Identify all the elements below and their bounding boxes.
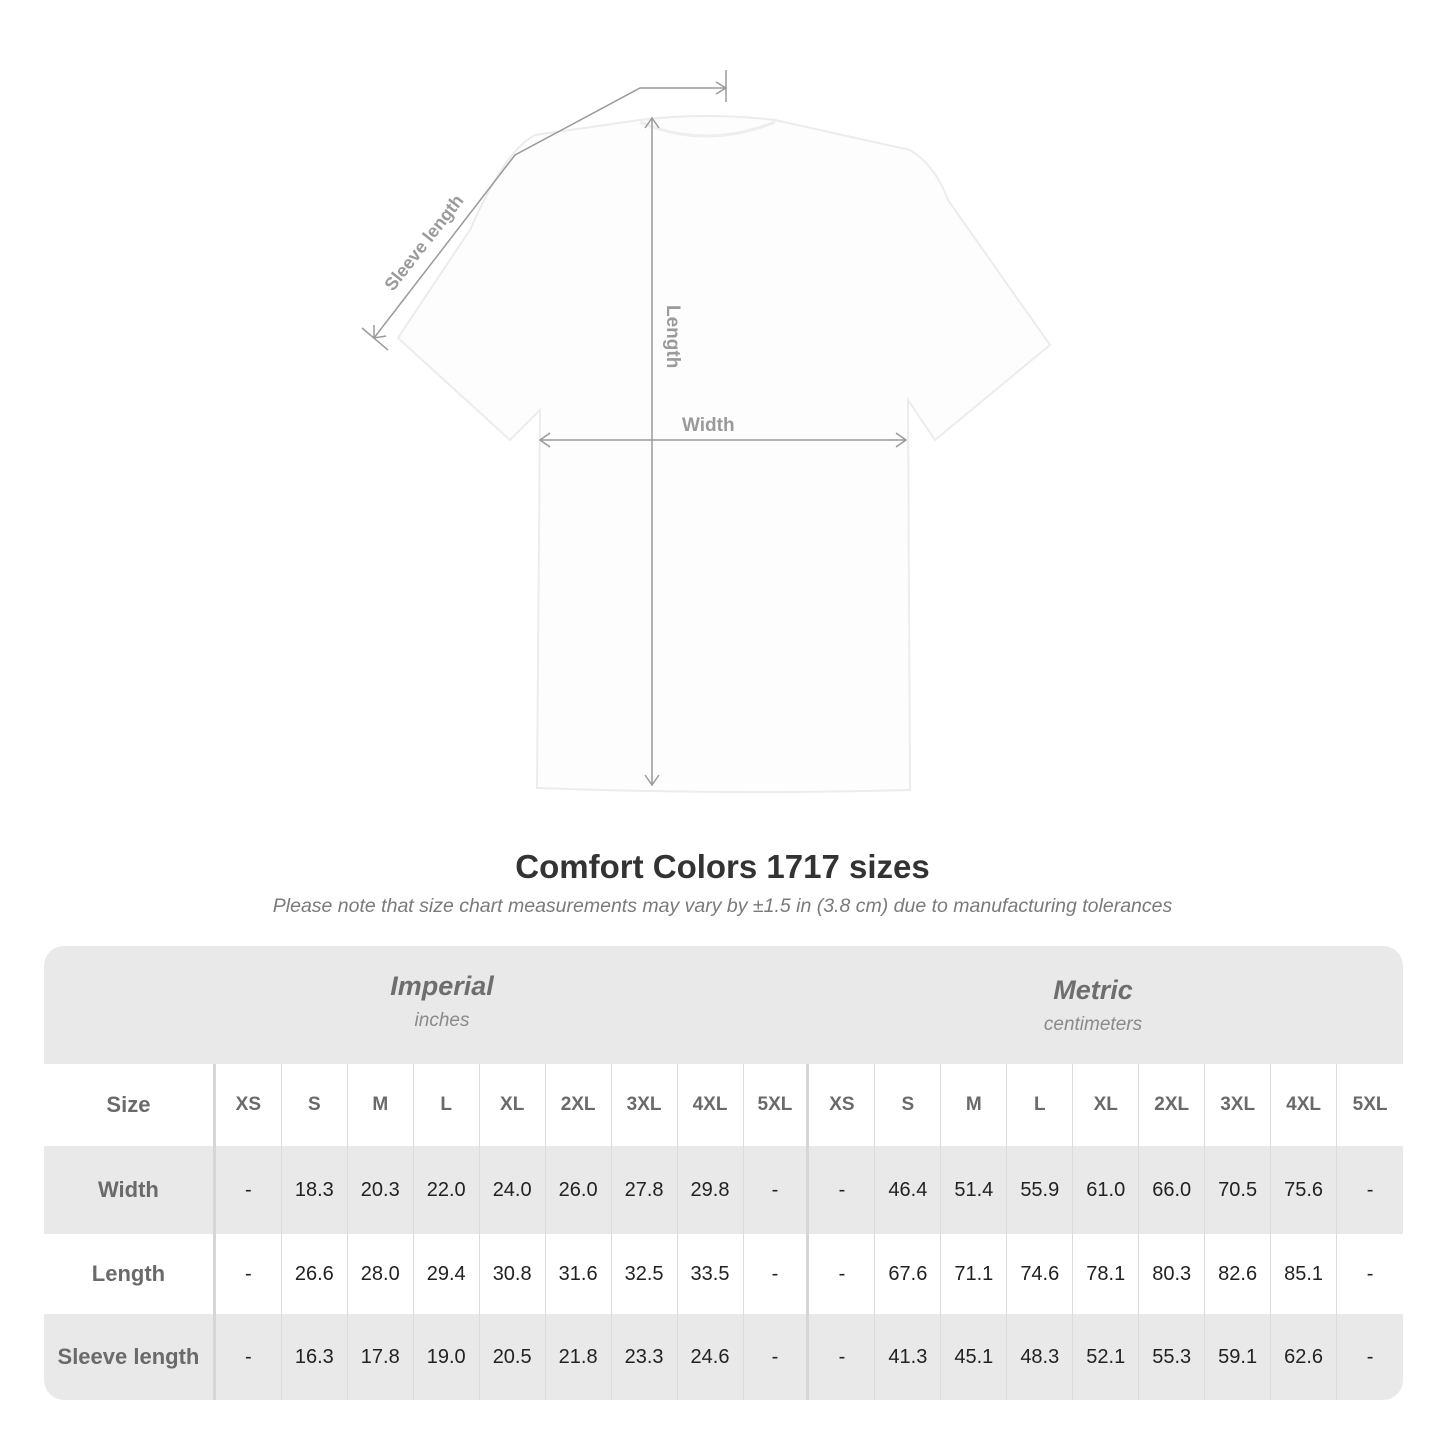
metric-value-cell: 41.3 xyxy=(875,1314,942,1400)
size-header-cell: 5XL xyxy=(1352,1094,1388,1115)
imperial-value-cell: 26.6 xyxy=(282,1234,348,1314)
imperial-value-cell: 33.5 xyxy=(678,1234,744,1314)
metric-value-cell: 51.4 xyxy=(941,1146,1008,1234)
imperial-value-cell: - xyxy=(744,1234,810,1314)
imperial-value-cell: 23.3 xyxy=(612,1314,678,1400)
imperial-value-cell: 22.0 xyxy=(414,1146,480,1234)
imperial-value-cell: - xyxy=(744,1314,810,1400)
metric-value-cell: 75.6 xyxy=(1271,1146,1338,1234)
imperial-value-cell: 28.0 xyxy=(348,1234,414,1314)
metric-value-cell: 45.1 xyxy=(941,1314,1008,1400)
imperial-value-cell: 29.8 xyxy=(678,1146,744,1234)
metric-title: Metric xyxy=(1053,975,1133,1005)
imperial-value-cell: 19.0 xyxy=(414,1314,480,1400)
metric-value-cell: 55.3 xyxy=(1139,1314,1206,1400)
imperial-value-cell: 29.4 xyxy=(414,1234,480,1314)
metric-value-cell: 61.0 xyxy=(1073,1146,1140,1234)
metric-value-cell: - xyxy=(1366,1262,1374,1285)
row-label: Width xyxy=(44,1146,216,1234)
row-label: Size xyxy=(44,1064,216,1146)
size-header-cell: 3XL xyxy=(1205,1064,1272,1146)
imperial-unit: inches xyxy=(414,1010,470,1031)
size-header-cell: L xyxy=(414,1064,480,1146)
size-header-cell: 2XL xyxy=(1139,1064,1206,1146)
imperial-value-cell: 24.0 xyxy=(480,1146,546,1234)
metric-value-cell: 67.6 xyxy=(875,1234,942,1314)
imperial-value-cell: 21.8 xyxy=(546,1314,612,1400)
imperial-value-cell: 16.3 xyxy=(282,1314,348,1400)
size-header-cell: M xyxy=(348,1064,414,1146)
metric-value-cell: 80.3 xyxy=(1139,1234,1206,1314)
size-header-cell: M xyxy=(941,1064,1008,1146)
size-header-row: Size XS S M L XL 2XL 3XL 4XL 5XL XS S M L XL 2XL 3XL 4XL 5… xyxy=(44,1064,1403,1146)
tolerance-note: Please note that size chart measurements… xyxy=(272,895,1173,917)
imperial-value-cell: - xyxy=(744,1146,810,1234)
metric-value-cell: 74.6 xyxy=(1007,1234,1074,1314)
table-row: Width -18.3 20.3 22.0 24.0 26.0 27.8 29.8- -46.4… xyxy=(44,1146,1403,1234)
size-header-cell: S xyxy=(282,1064,348,1146)
tshirt-shape xyxy=(396,115,1052,794)
metric-value-cell: 66.0 xyxy=(1139,1146,1206,1234)
row-label: Length xyxy=(44,1234,216,1314)
width-label: Width xyxy=(682,415,735,436)
table-row: Sleeve length -16.3 17.8 19.0 20.5 21.8 23.3 24… xyxy=(44,1314,1403,1400)
metric-value-cell: - xyxy=(809,1234,876,1314)
metric-value-cell: - xyxy=(1366,1345,1374,1368)
size-header-cell: 4XL xyxy=(1271,1064,1338,1146)
size-header-cell: L xyxy=(1007,1064,1074,1146)
imperial-value-cell: 24.6 xyxy=(678,1314,744,1400)
metric-value-cell: 78.1 xyxy=(1073,1234,1140,1314)
metric-value-cell: 85.1 xyxy=(1271,1234,1338,1314)
imperial-value-cell: 32.5 xyxy=(612,1234,678,1314)
metric-value-cell: 48.3 xyxy=(1007,1314,1074,1400)
measurement-lines xyxy=(361,70,908,787)
imperial-value-cell: - xyxy=(216,1314,282,1400)
table-row: Length -26.6 28.0 29.4 30.8 31.6 32.5 33.5- -67.… xyxy=(44,1234,1403,1314)
table-header: Imperial inches Metric centimeters xyxy=(44,946,1403,1064)
imperial-value-cell: 18.3 xyxy=(282,1146,348,1234)
imperial-header: Imperial inches xyxy=(242,971,642,1032)
metric-unit: centimeters xyxy=(1043,1014,1143,1035)
metric-value-cell: 46.4 xyxy=(875,1146,942,1234)
imperial-value-cell: 20.5 xyxy=(480,1314,546,1400)
imperial-title: Imperial xyxy=(390,971,494,1001)
size-header-cell: S xyxy=(875,1064,942,1146)
imperial-value-cell: 20.3 xyxy=(348,1146,414,1234)
imperial-value-cell: 26.0 xyxy=(546,1146,612,1234)
imperial-value-cell: 30.8 xyxy=(480,1234,546,1314)
metric-value-cell: 52.1 xyxy=(1073,1314,1140,1400)
size-header-cell: XL xyxy=(1073,1064,1140,1146)
metric-value-cell: 62.6 xyxy=(1271,1314,1338,1400)
size-header-cell: 5XL xyxy=(744,1064,810,1146)
metric-value-cell: - xyxy=(1366,1178,1374,1201)
tshirt-diagram: Sleeve length Length Width xyxy=(361,70,1052,794)
chart-title: Comfort Colors 1717 sizes xyxy=(515,848,930,885)
metric-value-cell: 55.9 xyxy=(1007,1146,1074,1234)
metric-value-cell: 70.5 xyxy=(1205,1146,1272,1234)
row-label: Sleeve length xyxy=(44,1314,216,1400)
size-header-cell: 2XL xyxy=(546,1064,612,1146)
metric-value-cell: - xyxy=(809,1314,876,1400)
imperial-value-cell: - xyxy=(216,1234,282,1314)
imperial-value-cell: - xyxy=(216,1146,282,1234)
metric-value-cell: 82.6 xyxy=(1205,1234,1272,1314)
metric-value-cell: 59.1 xyxy=(1205,1314,1272,1400)
size-header-cell: XS xyxy=(216,1064,282,1146)
metric-value-cell: 71.1 xyxy=(941,1234,1008,1314)
imperial-value-cell: 17.8 xyxy=(348,1314,414,1400)
size-header-cell: 3XL xyxy=(612,1064,678,1146)
metric-value-cell: - xyxy=(809,1146,876,1234)
size-table: Imperial inches Metric centimeters Size X… xyxy=(44,946,1403,1400)
length-label: Length xyxy=(662,305,683,368)
imperial-value-cell: 31.6 xyxy=(546,1234,612,1314)
metric-header: Metric centimeters xyxy=(893,975,1293,1036)
size-header-cell: XS xyxy=(809,1064,876,1146)
size-header-cell: 4XL xyxy=(678,1064,744,1146)
size-header-cell: XL xyxy=(480,1064,546,1146)
imperial-value-cell: 27.8 xyxy=(612,1146,678,1234)
